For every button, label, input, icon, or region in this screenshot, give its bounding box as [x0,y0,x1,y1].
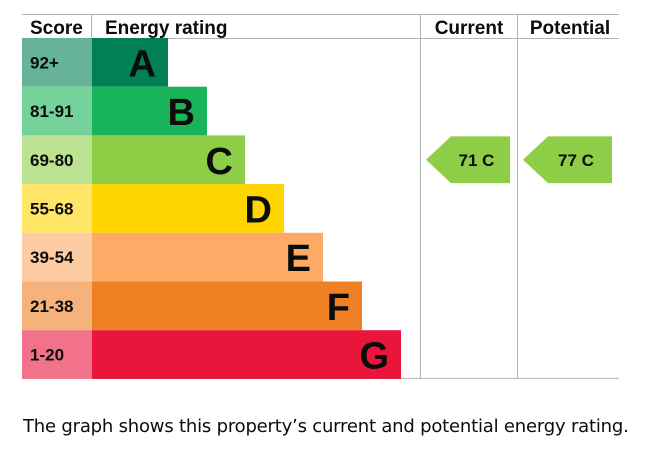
band-letter-f: F [327,287,350,329]
current-rating-arrow: 71 C [426,136,510,184]
score-cell-f [22,281,92,331]
score-range-b: 81-91 [30,102,73,121]
score-range-g: 1-20 [30,346,64,365]
band-letter-a: A [129,43,156,85]
score-cell-a [22,38,92,87]
score-range-a: 92+ [30,53,59,72]
rating-arrows: 71 C 77 C [426,136,612,184]
score-cell-b [22,86,92,136]
band-bar-b [92,86,207,136]
band-row-a: 92+ A [22,38,168,87]
current-rating-arrow-label: 71 C [459,151,495,170]
band-letter-g: G [359,336,389,378]
score-cell-g [22,330,92,379]
energy-rating-header: Energy rating [105,18,227,39]
score-range-c: 69-80 [30,151,73,170]
band-row-d: 55-68 D [22,184,284,233]
band-bar-d [92,184,284,233]
band-row-g: 1-20 G [22,330,401,379]
current-rating-arrow-shape [426,136,510,184]
band-letter-c: C [206,141,233,183]
potential-rating-arrow-label: 77 C [558,151,594,170]
header-row: Score Energy rating Current Potential [30,18,610,39]
score-range-e: 39-54 [30,248,74,267]
chart-caption: The graph shows this property’s current … [23,416,629,437]
band-letter-b: B [168,92,195,134]
rating-bands: 92+ A 81-91 B 69-80 C 55-68 D 39-54 E 21-38 F 1-20 G [22,38,401,379]
score-range-d: 55-68 [30,199,73,218]
score-cell-c [22,135,92,185]
band-bar-e [92,232,323,282]
band-bar-c [92,135,245,185]
score-cell-e [22,232,92,282]
band-row-f: 21-38 F [22,281,362,331]
band-bar-f [92,281,362,331]
band-row-e: 39-54 E [22,232,323,282]
current-header: Current [435,18,504,39]
potential-header: Potential [530,18,610,39]
band-row-b: 81-91 B [22,86,207,136]
potential-rating-arrow: 77 C [523,136,612,184]
score-header: Score [30,18,83,39]
band-letter-d: D [245,189,272,231]
score-cell-d [22,184,92,233]
band-letter-e: E [286,238,311,280]
band-row-c: 69-80 C [22,135,245,185]
band-bar-g [92,330,401,379]
potential-rating-arrow-shape [523,136,612,184]
band-bar-a [92,38,168,87]
score-range-f: 21-38 [30,297,73,316]
